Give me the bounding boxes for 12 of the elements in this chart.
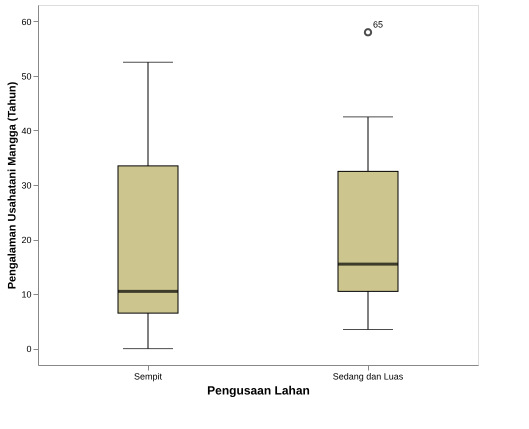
x-axis-title: Pengusaan Lahan — [207, 384, 310, 398]
x-tick-label: Sempit — [134, 372, 162, 382]
y-tick-label: 30 — [21, 180, 32, 190]
y-tick-label: 20 — [21, 235, 32, 246]
y-axis-title: Pengalaman Usahatani Mangga (Tahun) — [6, 81, 18, 290]
y-tick-label: 60 — [21, 16, 32, 27]
y-tick-label: 0 — [26, 344, 32, 354]
annotation: 65 — [372, 19, 384, 30]
y-tick-label: 40 — [21, 126, 32, 136]
x-tick-label: Sedang dan Luas — [332, 372, 404, 382]
y-tick-label: 10 — [21, 290, 32, 300]
y-tick-label: 50 — [21, 71, 32, 82]
